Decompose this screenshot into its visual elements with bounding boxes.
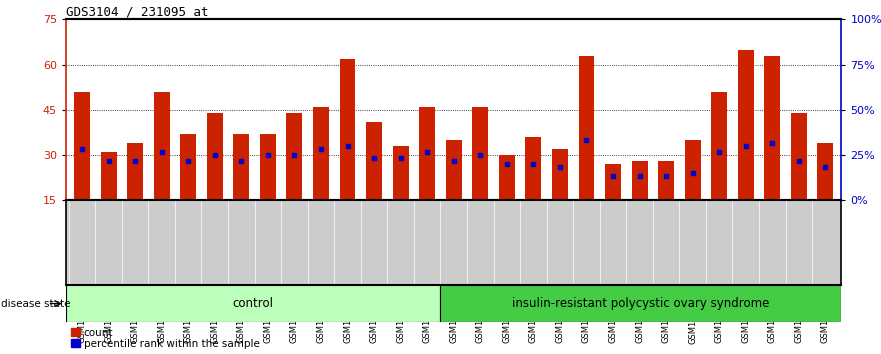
Bar xyxy=(472,107,488,200)
Bar xyxy=(525,137,541,200)
Bar xyxy=(737,50,754,200)
Bar xyxy=(313,107,329,200)
Bar xyxy=(260,134,276,200)
Bar xyxy=(818,143,833,200)
Bar xyxy=(100,152,116,200)
Bar xyxy=(393,146,409,200)
Bar xyxy=(286,113,302,200)
Legend: count, percentile rank within the sample: count, percentile rank within the sample xyxy=(71,328,260,349)
Bar xyxy=(791,113,807,200)
Bar xyxy=(658,161,674,200)
Text: disease state: disease state xyxy=(1,298,70,309)
Bar xyxy=(579,56,595,200)
Bar xyxy=(366,122,382,200)
Bar xyxy=(127,143,143,200)
Text: GDS3104 / 231095_at: GDS3104 / 231095_at xyxy=(66,5,209,18)
Bar xyxy=(605,164,621,200)
Bar xyxy=(181,134,196,200)
Bar xyxy=(552,149,568,200)
Bar xyxy=(153,92,170,200)
Bar xyxy=(685,140,700,200)
Bar xyxy=(632,161,648,200)
Bar xyxy=(711,92,727,200)
Bar xyxy=(66,285,440,322)
Bar xyxy=(74,92,90,200)
Bar xyxy=(233,134,249,200)
Bar xyxy=(339,58,355,200)
Bar xyxy=(440,285,841,322)
Text: control: control xyxy=(233,297,274,310)
Bar xyxy=(765,56,781,200)
Bar xyxy=(207,113,223,200)
Bar xyxy=(499,155,515,200)
Text: insulin-resistant polycystic ovary syndrome: insulin-resistant polycystic ovary syndr… xyxy=(512,297,769,310)
Bar xyxy=(419,107,435,200)
Bar xyxy=(446,140,462,200)
